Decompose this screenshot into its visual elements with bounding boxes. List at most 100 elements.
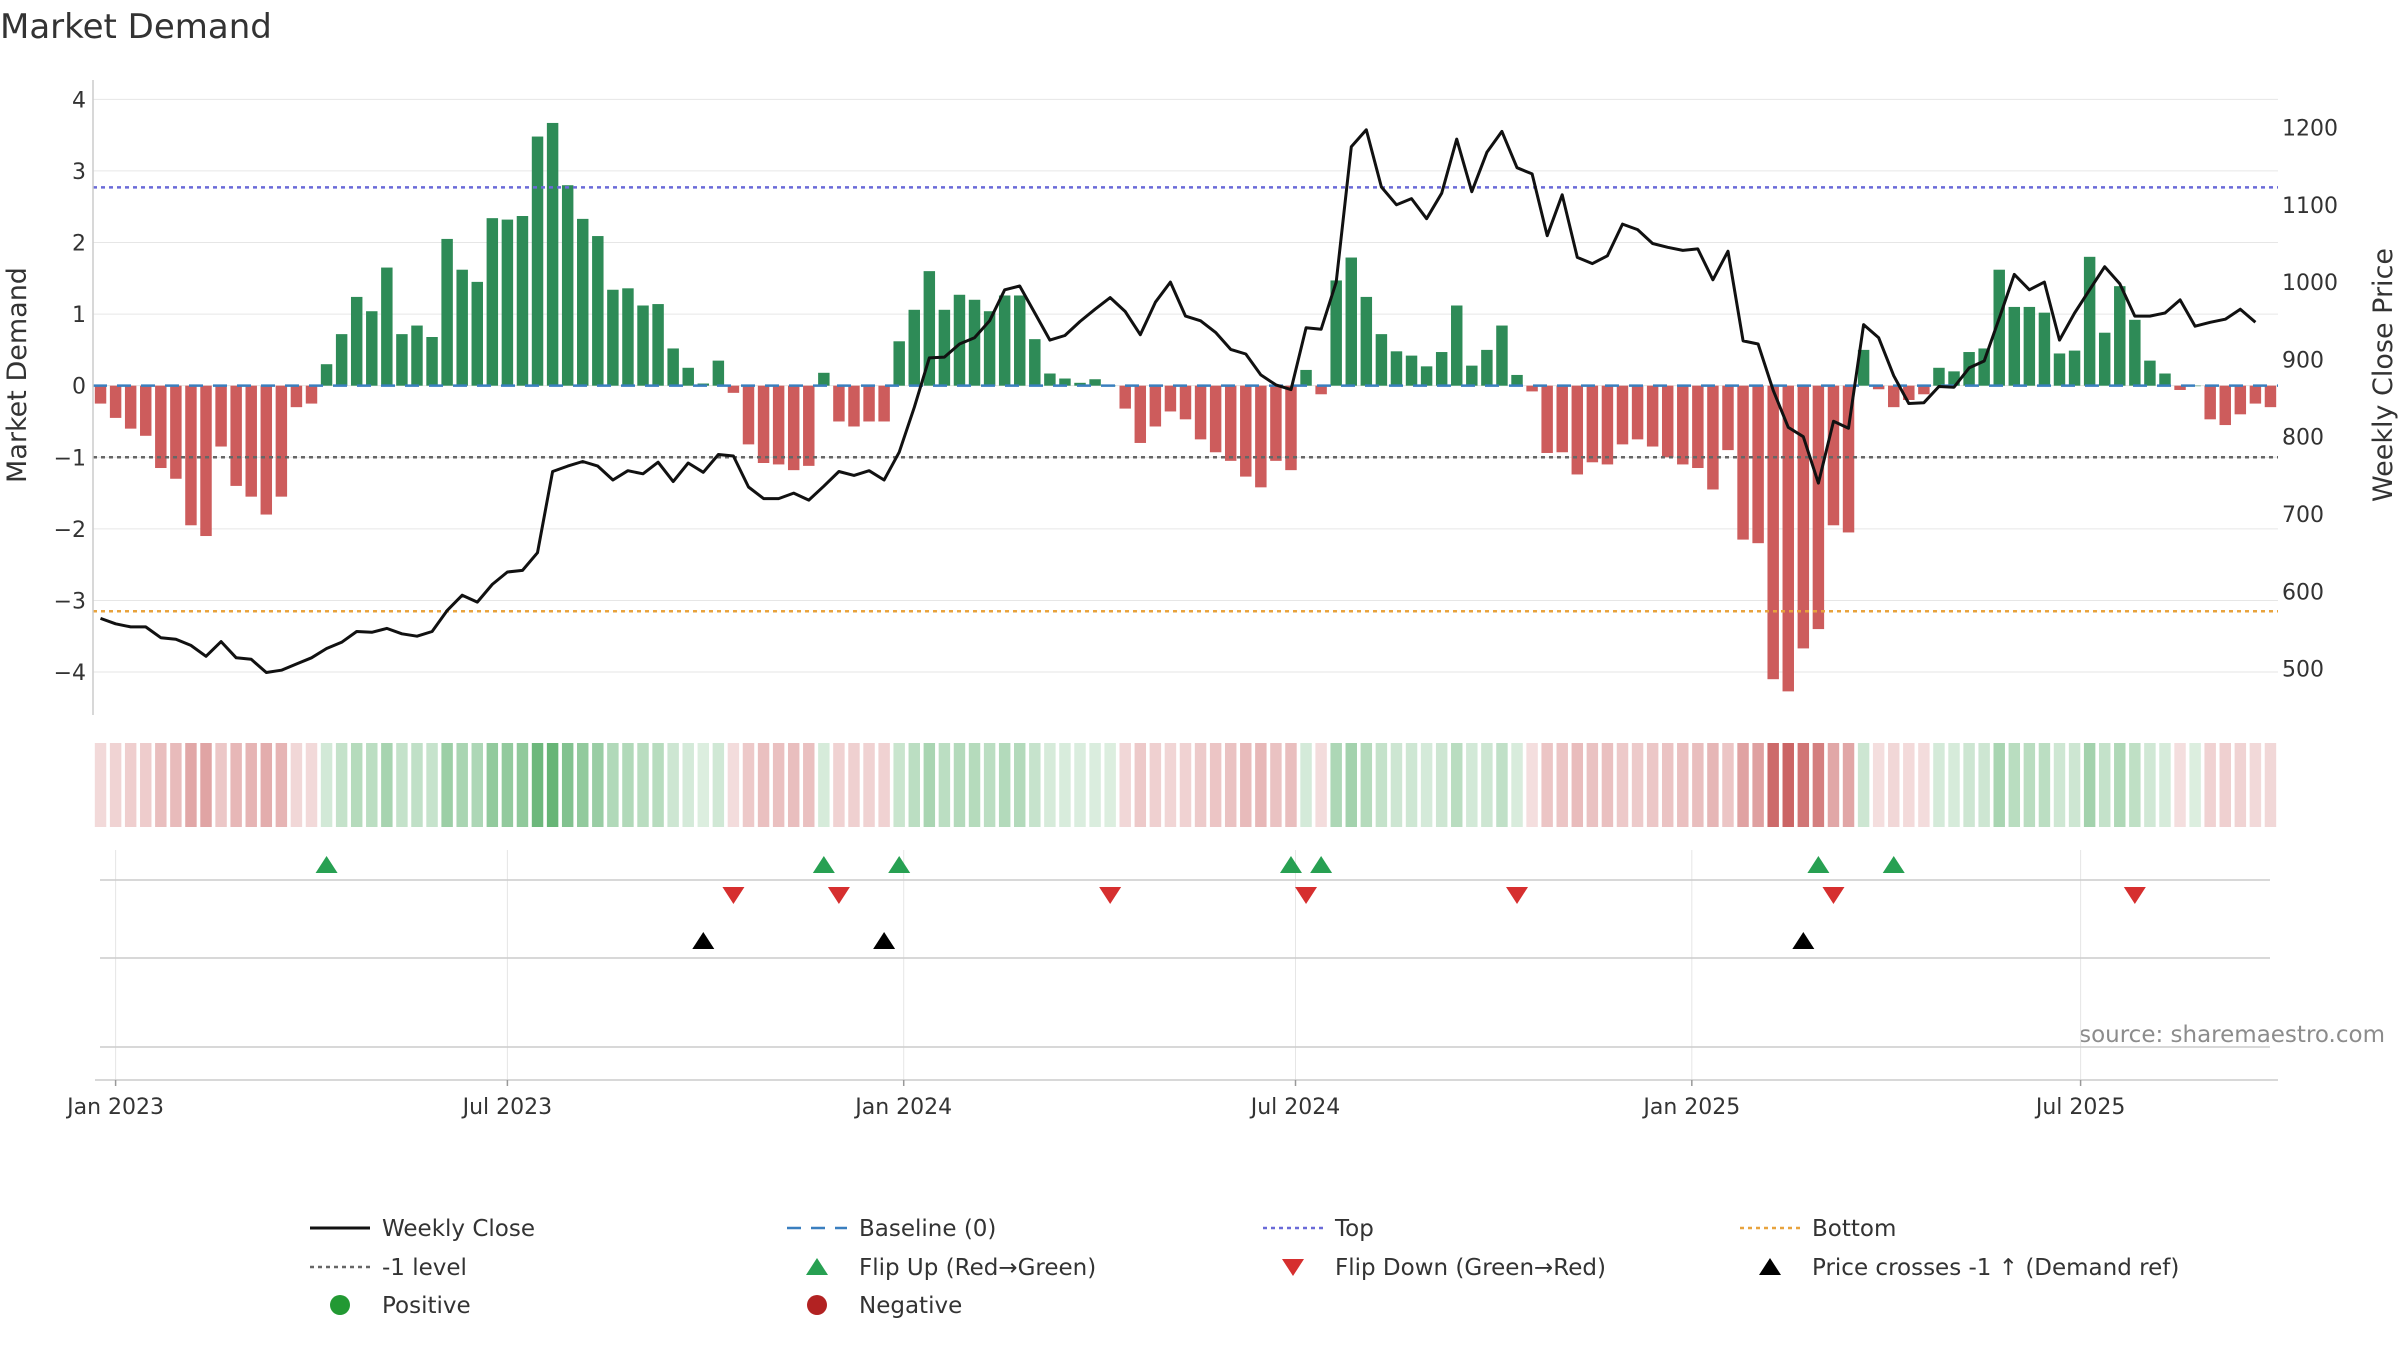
heat-cell [1797,743,1810,827]
heat-cell [818,743,830,827]
y2-tick-label: 1000 [2282,271,2338,296]
heat-cell [1963,743,1975,827]
negative-bar [1541,385,1553,453]
heat-cell [1134,743,1147,827]
positive-bar [1360,296,1373,386]
heat-cell [1586,743,1599,827]
flip-down-marker [827,887,850,904]
negative-bar [2174,385,2186,390]
heat-cell [350,743,363,827]
positive-bar [396,334,408,386]
heat-cell [1631,743,1644,827]
legend-label: Weekly Close [382,1216,535,1242]
positive-bar [456,269,468,386]
negative-bar [787,385,800,471]
negative-bar [2219,385,2231,426]
legend-label: Negative [859,1293,962,1319]
negative-bar [2234,385,2247,415]
heat-cell [2114,743,2126,827]
heat-cell [2008,743,2021,827]
flip-up-marker [1279,856,1302,873]
heat-cell [607,743,619,827]
flip-down-marker [722,887,745,904]
heat-cell [1903,743,1915,827]
y-tick-label: 3 [72,160,86,185]
negative-bar [1526,385,1538,392]
x-tick-label: Jul 2023 [461,1095,553,1120]
heat-cell [1285,743,1297,827]
heat-cell [2053,743,2066,827]
price-cross-marker [692,932,715,949]
negative-bar [305,385,318,404]
heat-cell [652,743,664,827]
y2-tick-label: 700 [2282,503,2324,528]
positive-bar [320,364,333,386]
heat-cell [2159,743,2171,827]
y-tick-label: 1 [72,303,86,328]
negative-bar [1209,385,1222,453]
legend-label: -1 level [382,1255,467,1281]
negative-bar [1722,385,1734,451]
negative-bar [833,385,845,422]
heat-cell [2174,743,2186,827]
heat-cell [170,743,182,827]
heat-cell [577,743,589,827]
y2-tick-label: 600 [2282,580,2324,605]
flip-down-marker [1295,887,1318,904]
heat-cell [1164,743,1177,827]
heat-cell [1300,743,1312,827]
heat-cell [1661,743,1674,827]
negative-bar [1661,385,1674,458]
heat-cell [561,743,574,827]
heat-cell [1240,743,1252,827]
heat-cell [1074,743,1086,827]
negative-bar [94,385,107,404]
positive-bar [501,219,514,386]
heat-cell [1149,743,1162,827]
legend-label: Positive [382,1293,471,1319]
heat-cell [1677,743,1689,827]
y2-axis-label: Weekly Close Price [2368,248,2399,502]
positive-bar [335,334,348,386]
negative-bar [109,385,122,418]
heat-cell [712,743,725,827]
legend-swatch-price-cross [1759,1258,1781,1275]
heat-cell [1496,743,1508,827]
price-series [99,128,2257,674]
negative-bar [1692,385,1704,469]
positive-bar [1420,366,1433,386]
heat-cell [94,743,107,827]
negative-bar [1134,385,1147,443]
heat-cell [1737,743,1749,827]
negative-bar [170,385,182,479]
chart-title: Market Demand [0,7,272,47]
negative-bar [1782,385,1794,692]
negative-bar [1646,385,1659,447]
legend-label: Price crosses -1 ↑ (Demand ref) [1812,1255,2179,1281]
legend-label: Flip Up (Red→Green) [859,1255,1096,1281]
positive-bar [2129,319,2141,386]
negative-bar [185,385,197,526]
positive-bar [818,372,830,386]
heat-cell [1993,743,2005,827]
heat-cell [1707,743,1719,827]
negative-bar [1556,385,1568,453]
heat-cell [516,743,529,827]
negative-bar [1119,385,1131,409]
positive-bar [968,299,981,386]
heat-cell [531,743,544,827]
positive-bar [1074,382,1086,386]
heat-cell [1767,743,1779,827]
price-cross-marker [873,932,896,949]
heat-cell [983,743,996,827]
heat-cell [200,743,212,827]
legend-label: Baseline (0) [859,1216,996,1242]
heat-cell [1375,743,1388,827]
negative-bar [1767,385,1779,680]
heat-cell [833,743,845,827]
heat-cell [140,743,152,827]
positive-bar [953,294,966,386]
positive-bar [1330,280,1342,386]
positive-bar [667,348,679,386]
positive-bar [893,341,905,386]
